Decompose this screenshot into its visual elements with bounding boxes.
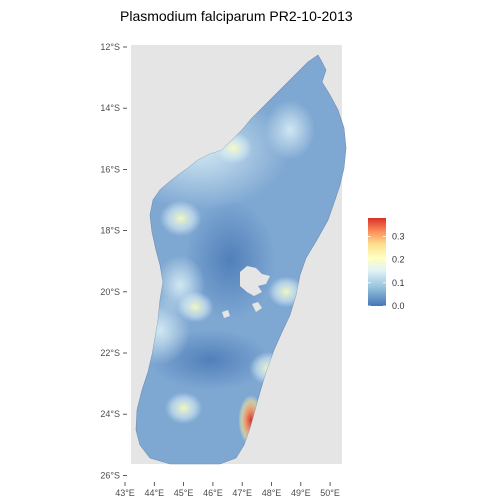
y-tick-label: 14°S	[100, 103, 120, 113]
y-tick-label: 22°S	[100, 348, 120, 358]
legend-label: 0.2	[392, 255, 405, 265]
y-tick-label: 12°S	[100, 42, 120, 52]
x-tick-label: 49°E	[291, 488, 311, 498]
plot-title: Plasmodium falciparum PR2-10-2013	[120, 8, 353, 24]
y-tick-label: 18°S	[100, 226, 120, 236]
y-tick-label: 26°S	[100, 470, 120, 480]
y-tick-label: 24°S	[100, 409, 120, 419]
legend-label: 0.0	[392, 301, 405, 311]
hotspot-northwest-plateau	[159, 200, 202, 237]
legend-label: 0.3	[392, 232, 405, 242]
x-tick-label: 48°E	[262, 488, 282, 498]
x-tick-label: 46°E	[203, 488, 223, 498]
legend: 0.3 0.2 0.1 0.0	[368, 218, 405, 311]
no-data-patch	[222, 266, 270, 318]
y-tick-label: 16°S	[100, 164, 120, 174]
x-tick-label: 50°E	[320, 488, 340, 498]
legend-colorbar	[368, 218, 386, 306]
x-axis: 43°E 44°E 45°E 46°E 47°E 48°E 49°E 50°E	[115, 482, 340, 498]
legend-label: 0.1	[392, 278, 405, 288]
x-tick-label: 45°E	[174, 488, 194, 498]
legend-ticks: 0.3 0.2 0.1 0.0	[368, 232, 405, 311]
hotspot-west-central	[177, 291, 214, 323]
y-tick-label: 20°S	[100, 287, 120, 297]
y-axis: 12°S 14°S 16°S 18°S 20°S 22°S 24°S 26°S	[100, 42, 127, 480]
hotspot-southwest	[164, 392, 203, 425]
x-tick-label: 44°E	[144, 488, 164, 498]
x-tick-label: 43°E	[115, 488, 135, 498]
x-tick-label: 47°E	[232, 488, 252, 498]
